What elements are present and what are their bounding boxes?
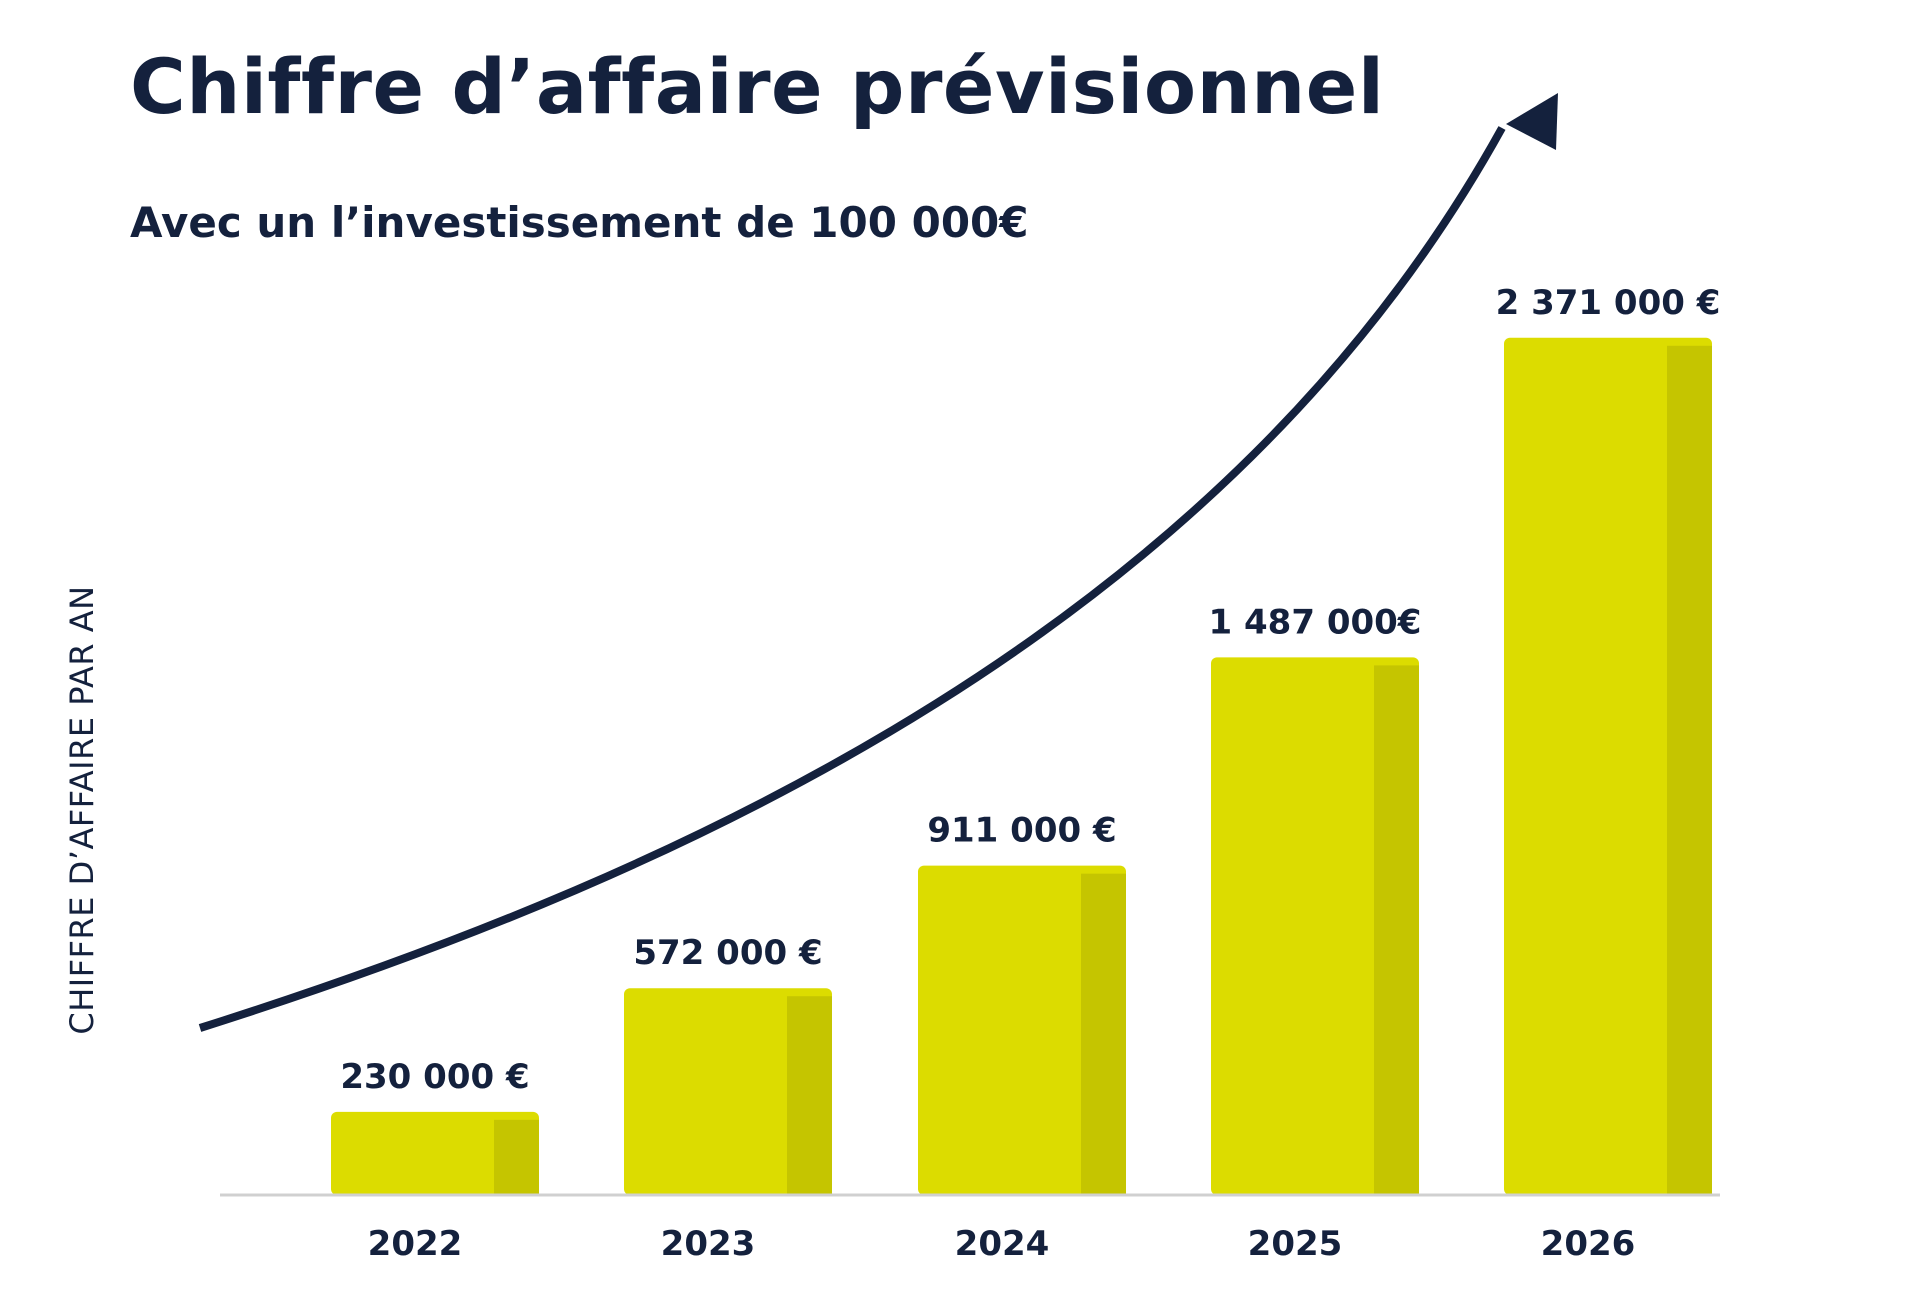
value-label-2022: 230 000 € bbox=[340, 1057, 529, 1097]
tick-label-2025: 2025 bbox=[1248, 1224, 1343, 1264]
trend-arrow bbox=[198, 93, 1558, 1032]
tick-label-2022: 2022 bbox=[368, 1224, 463, 1264]
value-label-2024: 911 000 € bbox=[927, 811, 1116, 851]
trend-curve bbox=[198, 126, 1506, 1032]
bar-front bbox=[1211, 657, 1419, 1195]
tick-label-2024: 2024 bbox=[955, 1224, 1050, 1264]
bar-side-shade bbox=[1081, 873, 1126, 1195]
bar-2024 bbox=[918, 865, 1126, 1195]
tick-label-2026: 2026 bbox=[1541, 1224, 1636, 1264]
bar-front bbox=[624, 988, 832, 1195]
bar-2026 bbox=[1504, 337, 1712, 1195]
bar-2022 bbox=[331, 1111, 539, 1195]
bar-front bbox=[918, 865, 1126, 1195]
bar-front bbox=[331, 1111, 539, 1195]
chart-title: Chiffre d’affaire prévisionnel bbox=[130, 42, 1385, 131]
bar-side-shade bbox=[787, 996, 832, 1195]
bar-side-shade bbox=[1374, 665, 1419, 1195]
bar-2023 bbox=[624, 988, 832, 1195]
bar-side-shade bbox=[494, 1119, 539, 1195]
chart-subtitle: Avec un l’investissement de 100 000€ bbox=[130, 198, 1029, 247]
value-label-2026: 2 371 000 € bbox=[1496, 283, 1721, 323]
bar-2025 bbox=[1211, 657, 1419, 1195]
bars-group: 230 000 € 572 000 € 911 000 € 1 487 000€ 2 3… bbox=[331, 283, 1720, 1195]
tick-label-2023: 2023 bbox=[661, 1224, 756, 1264]
trend-arrowhead bbox=[1506, 93, 1558, 150]
value-label-2023: 572 000 € bbox=[633, 933, 822, 973]
value-label-2025: 1 487 000€ bbox=[1209, 602, 1422, 642]
x-axis-ticks: 2022 2023 2024 2025 2026 bbox=[368, 1224, 1636, 1264]
bar-front bbox=[1504, 337, 1712, 1195]
bar-side-shade bbox=[1667, 345, 1712, 1195]
